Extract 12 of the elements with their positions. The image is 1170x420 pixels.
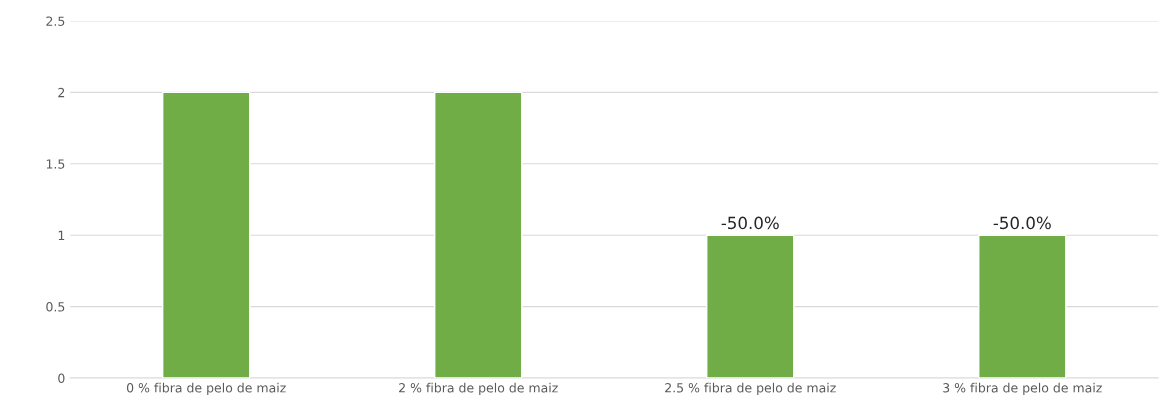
y-tick-label: 1.5: [46, 159, 65, 169]
y-tick-label: 1: [58, 230, 65, 240]
y-tick-label: 2: [58, 87, 65, 98]
x-tick-label: 2.5 % fibra de pelo de maiz: [665, 382, 836, 395]
x-tick-label: 2 % fibra de pelo de maiz: [399, 382, 558, 395]
x-tick-label: 0 % fibra de pelo de maiz: [126, 382, 286, 395]
annotation: -50.0%: [993, 216, 1051, 230]
y-tick-label: 0.5: [46, 302, 65, 312]
x-tick-label: 3 % fibra de pelo de maiz: [943, 382, 1102, 395]
y-tick-label: 0: [58, 373, 65, 383]
y-tick-label: 2.5: [46, 16, 65, 26]
annotation: -50.0%: [721, 216, 779, 230]
